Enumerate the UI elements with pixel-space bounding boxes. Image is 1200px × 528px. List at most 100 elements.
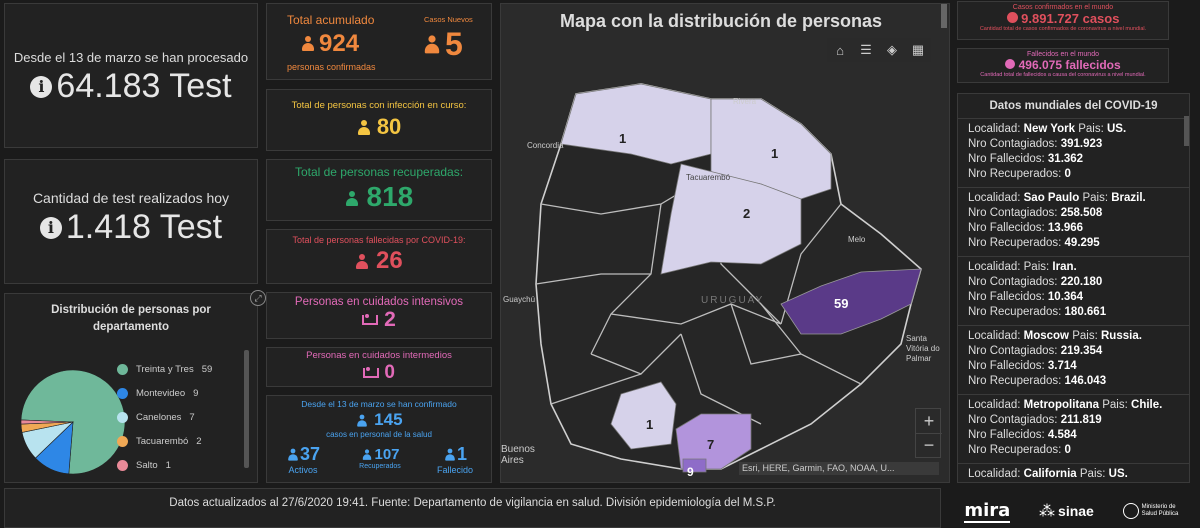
list-icon[interactable]: ☰ [860,42,872,57]
world-entry-value: US. [1108,468,1128,480]
total-panel: Total acumulado 924 personas confirmadas… [266,3,492,80]
bed-icon [363,366,380,378]
country-label: URUGUAY [701,295,765,306]
active-panel: Total de personas con infección en curso… [266,89,492,151]
footer: Datos actualizados al 27/6/2020 19:41. F… [4,488,941,528]
dept-colonia [610,381,677,450]
world-confirmed-sub: Cantidad total de casos confirmados de c… [979,26,1147,32]
chart-legend: Treinta y Tres 59 Montevideo 9 Canelones 7 … [117,357,237,477]
legend-swatch [117,387,128,399]
world-entry-key: Localidad: [968,192,1021,204]
map-scrollbar[interactable] [941,4,947,28]
expand-icon[interactable]: ⤢ [250,290,266,306]
pie-slice[interactable] [20,419,74,425]
count-label: 1 [646,417,654,432]
world-entry-value: Brazil. [1111,192,1146,204]
pie-slice[interactable] [20,369,126,475]
world-entry-value: 31.362 [1047,153,1084,165]
world-list-scrollbar[interactable] [1184,116,1189,146]
world-entry-key: Pais: [1082,192,1109,204]
world-entry: Localidad: Metropolitana Pais: Chile. Nr… [958,395,1189,464]
deceased-label: Total de personas fallecidas por COVID-1… [292,235,466,245]
world-confirmed-value: 9.891.727 casos [1021,11,1120,26]
map-panel[interactable]: Mapa con la distribución de personas Con… [500,3,950,483]
qr-icon[interactable]: ▦ [911,42,925,57]
world-entry-key: Nro Recuperados: [968,444,1062,456]
tests-today-caption: Cantidad de test realizados hoy [32,190,230,206]
person-icon [357,120,371,136]
world-entry-line: Nro Fallecidos: 13.966 [968,221,1179,236]
legend-item[interactable]: Tacuarembó 2 [117,429,237,453]
world-entry-key: Pais: [1079,468,1106,480]
world-entry-value: Russia. [1101,330,1142,342]
home-icon[interactable]: ⌂ [836,42,844,58]
world-entry-key: Nro Fallecidos: [968,429,1045,441]
world-entry-value: 180.661 [1064,306,1107,318]
person-icon [444,448,455,462]
info-icon: i [30,75,53,98]
legend-item[interactable]: Salto 1 [117,453,237,477]
world-list[interactable]: Localidad: New York Pais: US. Nro Contag… [958,119,1189,482]
world-entry-line: Nro Recuperados: 180.661 [968,305,1179,320]
layers-icon[interactable]: ◈ [887,42,897,57]
world-entry-key: Nro Fallecidos: [968,360,1045,372]
legend-label: Montevideo [136,387,186,399]
zoom-out-button[interactable]: − [916,433,942,457]
world-entry-line: Localidad: Pais: Iran. [968,260,1179,275]
legend-label: Tacuarembó [136,435,189,447]
world-entry-line: Localidad: Moscow Pais: Russia. [968,329,1179,344]
world-entry-key: Nro Recuperados: [968,168,1062,180]
world-entry-line: Localidad: Metropolitana Pais: Chile. [968,398,1179,413]
icu-panel: Personas en cuidados intensivos 2 [266,292,492,339]
zoom-in-button[interactable]: + [923,410,935,431]
world-entry-line: Nro Contagiados: 211.819 [968,413,1179,428]
person-icon [357,414,368,427]
place-label: Melo [848,235,866,244]
place-label: Rivera [733,97,757,106]
count-label: 1 [771,146,779,161]
world-entry-line: Nro Fallecidos: 10.364 [968,290,1179,305]
world-entry-key: Localidad: [968,399,1021,411]
legend-item[interactable]: Montevideo 9 [117,381,237,405]
health-active-label: Activos [288,465,318,475]
map-toolbar: ⌂ ☰ ◈ ▦ [827,38,931,62]
world-entry-value: 0 [1064,444,1071,456]
map-canvas[interactable] [501,4,950,483]
world-entry-key: Pais: [1072,330,1098,342]
zoom-controls: + − [915,408,942,458]
world-entry-line: Nro Contagiados: 391.923 [968,137,1179,152]
world-deceased-label: Fallecidos en el mundo [1027,51,1099,58]
map-title: Mapa con la distribución de personas [559,11,883,31]
world-entry-line: Nro Fallecidos: 31.362 [968,152,1179,167]
place-label: Buenos Aires [501,444,535,466]
intermediate-label: Personas en cuidados intermedios [306,350,452,361]
info-icon [1005,59,1016,69]
bed-icon [362,314,379,326]
legend-swatch [117,363,128,375]
place-label: Tacuarembó [686,173,731,182]
legend-value: 7 [189,411,195,423]
legend-item[interactable]: Canelones 7 [117,405,237,429]
logos: mira ⁂ sinae Ministerio de Salud Pública [950,494,1196,528]
recovered-value: 818 [366,181,414,212]
world-entry-key: Nro Contagiados: [968,207,1058,219]
active-label: Total de personas con infección en curso… [291,100,467,111]
world-entry-key: Pais: [1102,399,1128,411]
world-entry-line: Nro Contagiados: 219.354 [968,344,1179,359]
count-label: 7 [707,437,715,452]
intermediate-panel: Personas en cuidados intermedios 0 [266,347,492,387]
world-entry: Localidad: California Pais: US. [958,464,1189,482]
legend-scrollbar[interactable] [244,350,249,468]
world-entry-value: 0 [1064,168,1071,180]
world-entry-line: Nro Contagiados: 258.508 [968,206,1179,221]
count-label: 59 [834,296,849,311]
world-entry: Localidad: Sao Paulo Pais: Brazil. Nro C… [958,188,1189,257]
health-staff-panel: Desde el 13 de marzo se han confirmado 1… [266,395,492,483]
count-label: 1 [619,131,627,146]
legend-item[interactable]: Treinta y Tres 59 [117,357,237,381]
world-entry-value: 10.364 [1047,291,1084,303]
health-sub: casos en personal de la salud [326,430,432,439]
total-sub: personas confirmadas [287,62,376,72]
footer-text: Datos actualizados al 27/6/2020 19:41. F… [169,497,776,509]
world-entry-value: Metropolitana [1023,399,1100,411]
